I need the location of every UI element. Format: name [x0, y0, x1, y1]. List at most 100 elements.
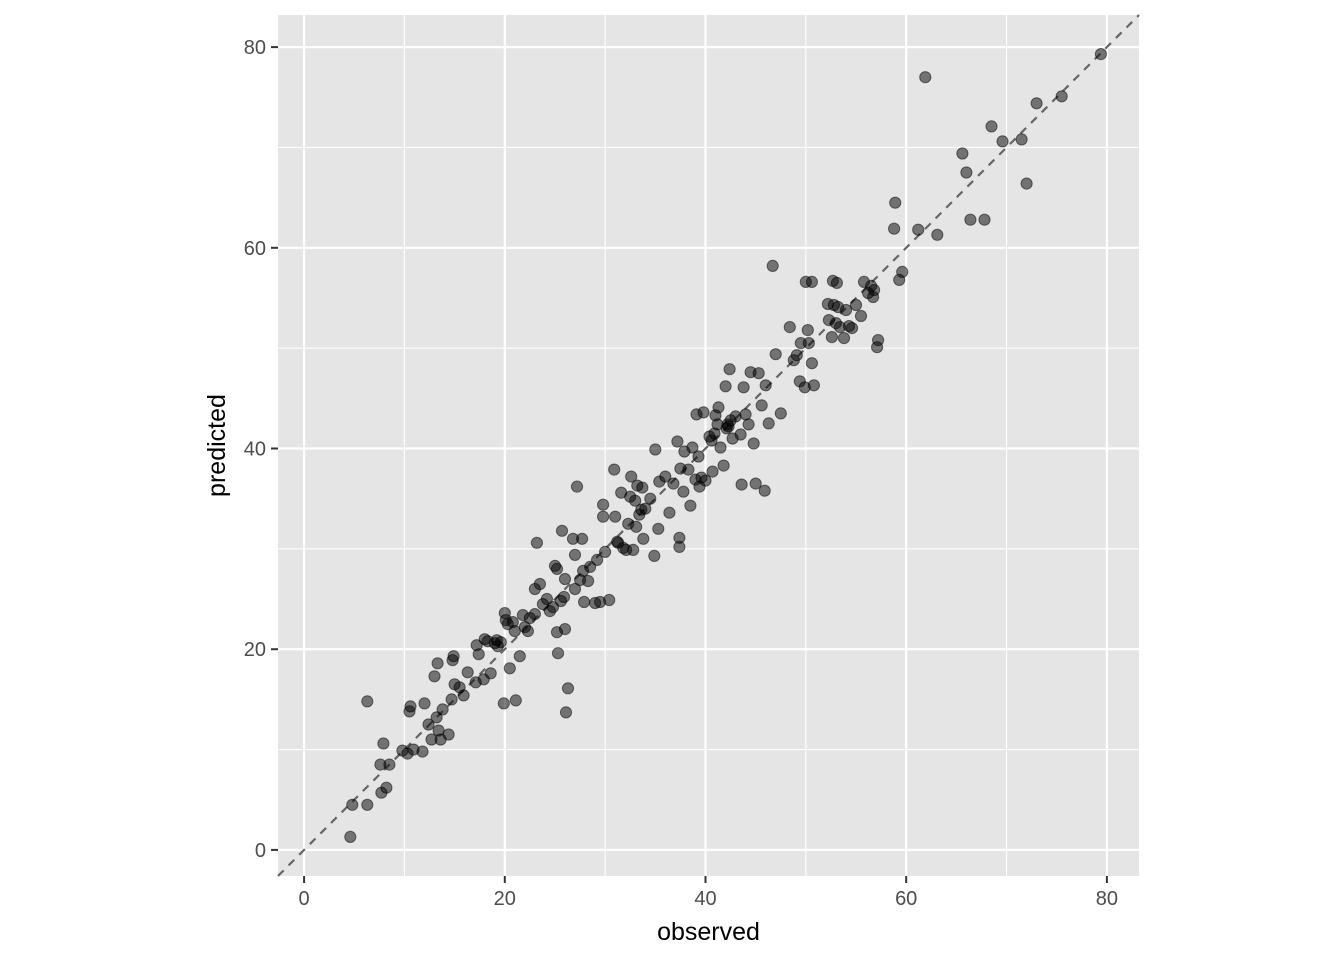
data-point	[639, 502, 652, 515]
data-point	[578, 595, 591, 609]
data-point	[682, 463, 695, 476]
data-point	[697, 406, 710, 419]
data-point	[557, 590, 571, 604]
data-point	[825, 331, 839, 344]
data-point	[837, 332, 851, 345]
data-point	[568, 548, 582, 562]
data-point	[445, 693, 458, 706]
data-point	[667, 477, 680, 490]
data-point	[1030, 97, 1043, 110]
data-point	[540, 592, 554, 606]
data-point	[1094, 48, 1108, 61]
data-point	[845, 322, 859, 335]
data-point	[649, 443, 662, 456]
x-tick-labels: 0 20 40 60 80	[299, 888, 1118, 910]
data-point	[503, 662, 516, 675]
data-point	[561, 682, 575, 695]
data-point	[919, 71, 932, 84]
data-point	[609, 510, 622, 523]
data-point	[889, 196, 902, 209]
data-point	[737, 381, 750, 394]
data-point	[597, 498, 610, 511]
data-point	[755, 399, 768, 412]
y-tick-label: 60	[244, 238, 266, 260]
data-point	[431, 657, 444, 670]
data-point	[985, 120, 998, 133]
data-point	[551, 647, 565, 660]
data-point	[344, 830, 357, 844]
data-point	[559, 706, 573, 719]
data-point	[550, 562, 564, 576]
data-point	[723, 363, 736, 376]
data-point	[508, 625, 521, 638]
data-point	[430, 711, 443, 724]
data-point	[706, 465, 719, 478]
data-point	[774, 407, 787, 420]
x-axis-title: observed	[657, 918, 760, 946]
data-point	[762, 417, 775, 430]
data-point	[790, 349, 803, 362]
data-point	[428, 670, 441, 683]
x-tick-label: 20	[494, 888, 516, 910]
data-point	[648, 549, 661, 563]
data-point	[530, 536, 544, 549]
data-point	[739, 408, 752, 421]
data-point	[749, 477, 762, 490]
data-point	[830, 276, 844, 289]
data-point	[513, 650, 526, 663]
data-point	[533, 577, 547, 591]
data-point	[747, 437, 760, 450]
data-point	[729, 410, 742, 423]
data-point	[1055, 90, 1068, 103]
data-point	[684, 499, 697, 512]
data-point	[591, 553, 604, 567]
y-axis-title: predicted	[203, 394, 231, 497]
data-point	[497, 697, 510, 710]
x-tick-label: 80	[1096, 888, 1118, 910]
data-point	[383, 758, 396, 771]
data-point	[888, 222, 901, 235]
data-point	[404, 700, 417, 713]
data-point	[872, 334, 885, 347]
data-point	[558, 572, 572, 586]
data-point	[673, 531, 686, 544]
data-point	[769, 348, 782, 361]
data-point	[555, 524, 569, 537]
data-point	[1020, 177, 1033, 190]
data-point	[597, 510, 610, 523]
data-point	[805, 275, 819, 288]
data-point	[752, 367, 765, 380]
data-point	[912, 223, 925, 236]
data-point	[546, 601, 560, 614]
data-point	[442, 728, 455, 741]
data-point	[599, 545, 612, 559]
data-point	[717, 459, 730, 472]
data-point	[931, 228, 944, 241]
data-point	[712, 401, 725, 414]
data-point	[422, 718, 435, 731]
data-point	[758, 484, 771, 497]
data-point	[868, 283, 881, 297]
data-point	[734, 428, 747, 441]
data-point	[805, 357, 819, 370]
data-point	[849, 298, 863, 312]
data-point	[377, 737, 390, 750]
data-point	[570, 480, 584, 493]
data-point	[807, 379, 821, 392]
data-point	[494, 636, 507, 649]
y-tick-label: 20	[244, 639, 266, 661]
data-point	[625, 470, 638, 483]
data-point	[608, 463, 621, 476]
data-point	[484, 667, 497, 680]
data-point	[558, 623, 572, 636]
x-tick-label: 0	[299, 888, 310, 910]
data-point	[637, 532, 650, 545]
data-point	[576, 532, 589, 545]
data-point	[627, 543, 640, 557]
data-point	[766, 259, 779, 272]
data-point	[630, 520, 643, 533]
identity-reference-line	[277, 14, 1140, 877]
data-point	[636, 481, 649, 494]
data-point	[644, 492, 657, 505]
